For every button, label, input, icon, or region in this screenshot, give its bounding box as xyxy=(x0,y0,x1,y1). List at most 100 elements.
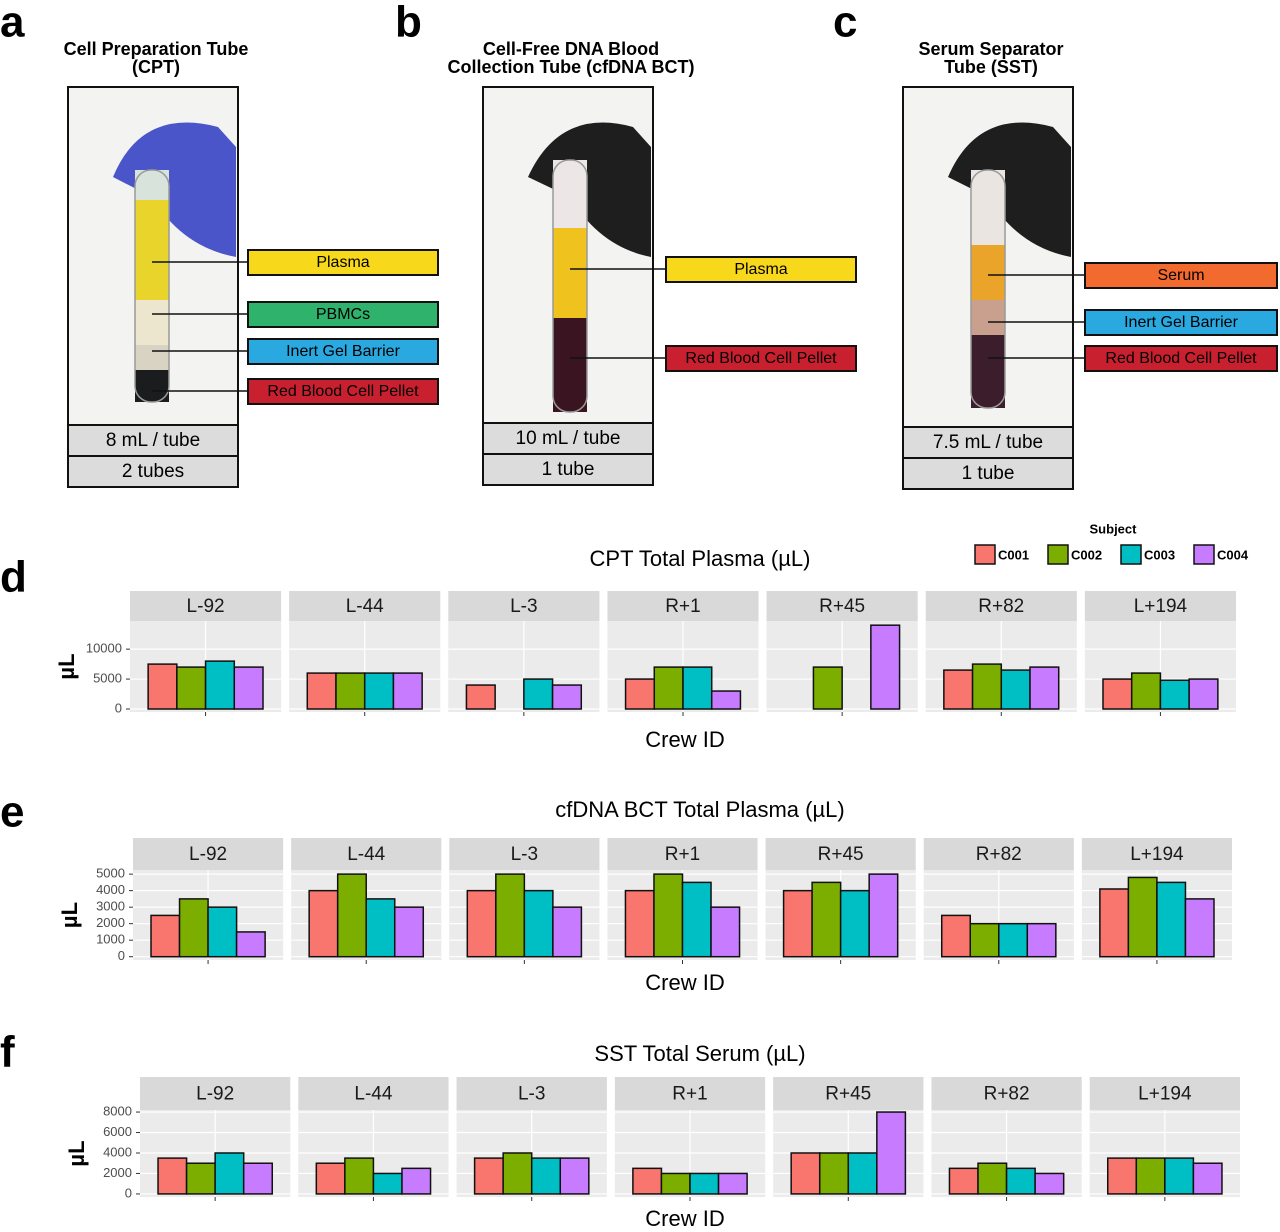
x-axis-label: Crew ID xyxy=(645,1206,724,1231)
bar xyxy=(393,906,425,958)
bar xyxy=(660,1172,691,1195)
bar xyxy=(336,873,367,958)
facet-label: L-44 xyxy=(346,596,384,617)
bar xyxy=(971,663,1003,710)
facet-strip xyxy=(607,838,758,870)
facet-strip xyxy=(130,591,282,621)
layer-label: Plasma xyxy=(316,254,369,271)
facet-strip xyxy=(766,591,918,621)
bar xyxy=(790,1152,821,1195)
bar xyxy=(1000,669,1031,710)
panel-letter: c xyxy=(833,0,857,47)
tube-layer xyxy=(971,300,1005,335)
facet-label: R+82 xyxy=(984,1084,1030,1105)
tube-layer xyxy=(971,245,1005,300)
bar xyxy=(530,1157,562,1195)
bar xyxy=(1164,1157,1195,1195)
bar xyxy=(624,678,656,710)
bar xyxy=(876,1111,907,1195)
layer-label: Red Blood Cell Pellet xyxy=(267,383,419,400)
layer-label: Inert Gel Barrier xyxy=(1124,314,1238,331)
facet-strip xyxy=(298,1077,449,1110)
legend-label: C004 xyxy=(1217,547,1249,562)
bar xyxy=(207,906,238,958)
y-tick-label: 2000 xyxy=(103,1165,132,1180)
glove xyxy=(528,122,651,257)
tube-layer xyxy=(971,335,1005,408)
facet-strip xyxy=(449,838,600,870)
panel-title: Cell Preparation Tube xyxy=(64,39,249,59)
bar xyxy=(1135,1157,1166,1195)
facet-label: L-3 xyxy=(510,596,537,617)
facet-label: L+194 xyxy=(1130,844,1184,865)
legend-label: C002 xyxy=(1071,547,1102,562)
bar xyxy=(235,931,266,958)
layer-label-box xyxy=(247,301,439,328)
bar xyxy=(681,881,712,958)
panel-letter: b xyxy=(395,0,422,47)
bar xyxy=(782,889,813,958)
glove xyxy=(113,122,236,257)
layer-label-box xyxy=(665,256,857,283)
bar xyxy=(870,624,901,710)
bar xyxy=(682,666,713,710)
legend-label: C003 xyxy=(1144,547,1175,562)
facet-strip xyxy=(1081,838,1232,870)
bar xyxy=(401,1167,432,1195)
tube-layer xyxy=(553,228,587,318)
volume-box xyxy=(902,426,1074,459)
chart-title: CPT Total Plasma (µL) xyxy=(590,546,811,571)
bar xyxy=(465,684,496,710)
bar xyxy=(365,898,396,958)
bar xyxy=(147,663,178,710)
bar xyxy=(552,906,583,958)
panel-title: Serum Separator xyxy=(918,39,1063,59)
y-tick-label: 10000 xyxy=(86,641,122,656)
facet-label: L-3 xyxy=(511,844,538,865)
bar xyxy=(306,672,337,710)
facet-label: L-3 xyxy=(518,1084,545,1105)
bar xyxy=(1029,666,1060,710)
bar xyxy=(1127,876,1158,958)
y-axis-label: µL xyxy=(54,653,79,679)
facet-label: L-92 xyxy=(196,1084,234,1105)
facet-label: L-92 xyxy=(189,844,227,865)
bar xyxy=(839,889,870,958)
tube-count: 1 tube xyxy=(542,459,595,480)
layer-label-box xyxy=(665,345,857,372)
bar xyxy=(653,666,684,710)
y-tick-label: 3000 xyxy=(96,899,125,914)
bar xyxy=(233,666,264,710)
panel-letter: e xyxy=(0,788,24,837)
y-tick-label: 4000 xyxy=(96,882,125,897)
layer-label: PBMCs xyxy=(316,306,370,323)
bar xyxy=(466,889,497,958)
legend-key xyxy=(974,544,996,565)
count-box xyxy=(482,453,654,486)
bar xyxy=(363,672,395,710)
bar xyxy=(632,1167,663,1195)
y-tick-label: 2000 xyxy=(96,915,125,930)
panel-letter: a xyxy=(0,0,25,47)
chart-title: SST Total Serum (µL) xyxy=(594,1041,805,1066)
bar xyxy=(1159,679,1190,710)
bar xyxy=(1099,888,1130,958)
bar xyxy=(1192,1162,1223,1195)
bar xyxy=(523,889,554,958)
bar xyxy=(335,672,366,710)
tube-layer xyxy=(971,170,1005,245)
facet-label: R+1 xyxy=(665,596,700,617)
bar xyxy=(653,873,684,958)
panel-title: Cell-Free DNA Blood xyxy=(483,39,659,59)
layer-label-box xyxy=(247,338,439,365)
bar xyxy=(308,889,339,958)
bar xyxy=(150,914,181,958)
count-box xyxy=(902,457,1074,490)
layer-label: Inert Gel Barrier xyxy=(286,343,400,360)
facet-label: R+82 xyxy=(978,596,1024,617)
facet-label: L+194 xyxy=(1134,596,1188,617)
y-tick-label: 5000 xyxy=(93,671,122,686)
y-tick-label: 0 xyxy=(125,1185,132,1200)
layer-label-box xyxy=(1084,345,1278,372)
bar xyxy=(1156,881,1187,958)
